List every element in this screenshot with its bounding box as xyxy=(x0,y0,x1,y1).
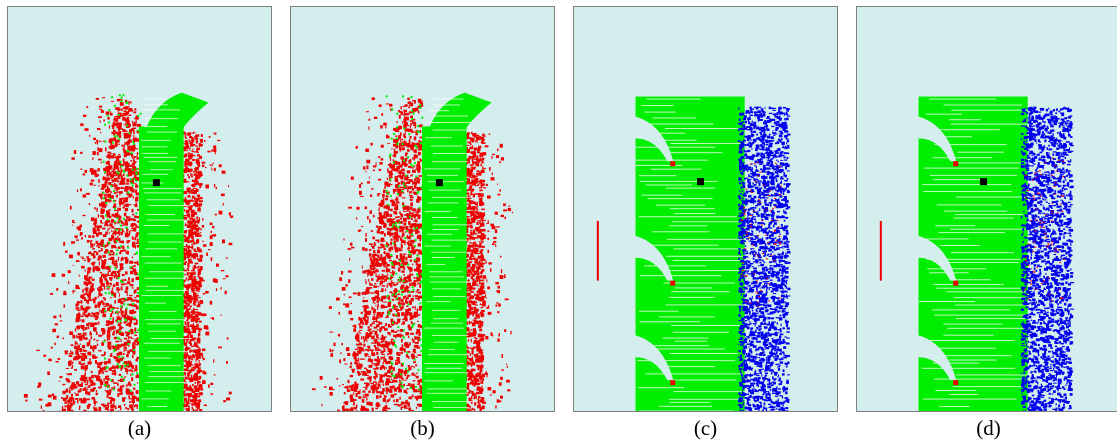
blue-points xyxy=(737,106,791,411)
green-points xyxy=(918,96,1052,411)
panel-b xyxy=(290,6,555,412)
image-a xyxy=(8,7,271,411)
caption-d: (d) xyxy=(976,416,1001,440)
image-c xyxy=(574,7,837,411)
caption-c: (c) xyxy=(693,416,718,440)
red-points xyxy=(23,97,234,411)
panel-a xyxy=(7,6,272,412)
position-marker xyxy=(435,179,443,187)
position-marker xyxy=(152,179,160,187)
image-b xyxy=(291,7,554,411)
position-marker xyxy=(980,178,988,186)
caption-a: (a) xyxy=(127,416,152,440)
green-points xyxy=(385,92,492,411)
caption-b: (b) xyxy=(410,416,435,440)
position-marker xyxy=(697,178,705,186)
panel-c xyxy=(573,6,838,412)
green-points xyxy=(635,96,769,411)
blue-points xyxy=(1020,106,1075,411)
image-d xyxy=(857,7,1117,411)
red-points xyxy=(596,161,783,386)
panel-d xyxy=(856,6,1117,412)
green-points xyxy=(102,92,209,411)
red-points xyxy=(879,157,1066,386)
